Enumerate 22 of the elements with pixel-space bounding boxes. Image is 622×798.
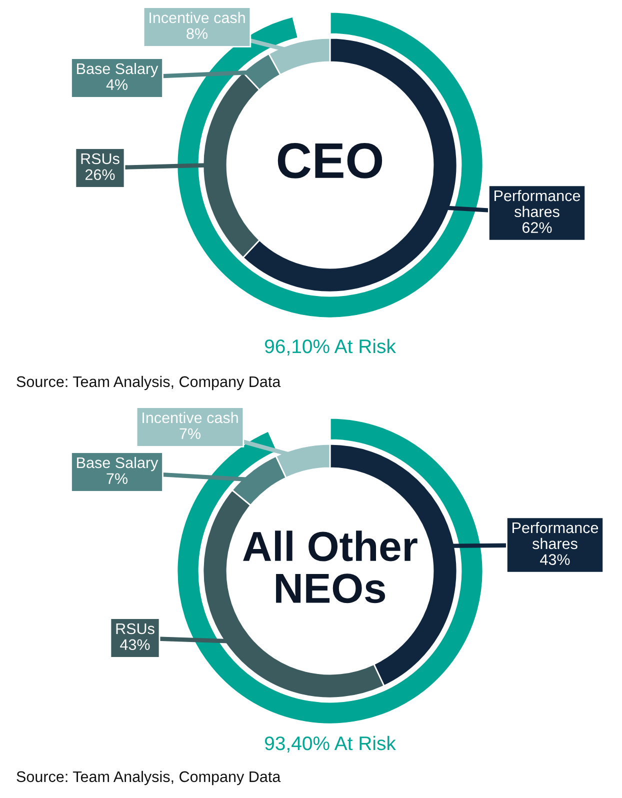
slice-label: Base Salary xyxy=(77,456,158,472)
text: 96,10% At Risk xyxy=(264,338,396,356)
slice-label: Incentive cash xyxy=(142,412,238,424)
data-label: 4% xyxy=(106,79,128,90)
text: 93,40% At Risk xyxy=(264,736,396,753)
data-label: 62% xyxy=(522,222,552,234)
slice-label: Base Salary xyxy=(77,62,158,78)
data-label: 26% xyxy=(85,169,115,180)
data-label: 8% xyxy=(186,28,208,40)
slice-label: Performance shares xyxy=(494,190,580,218)
slice-label: Performance shares xyxy=(512,522,598,550)
text: All Other NEOs xyxy=(243,530,418,604)
data-label: 7% xyxy=(180,428,200,439)
slice-label: RSUs xyxy=(81,153,120,164)
data-label: 43% xyxy=(540,554,570,566)
slice-label: RSUs xyxy=(116,623,154,634)
text: CEO xyxy=(278,143,382,178)
data-label: 7% xyxy=(106,473,128,484)
slice-label: Incentive cash xyxy=(150,12,245,24)
source-note: Source: Team Analysis, Company Data xyxy=(16,376,281,390)
data-label: 43% xyxy=(120,639,150,650)
source-note: Source: Team Analysis, Company Data xyxy=(16,770,281,786)
